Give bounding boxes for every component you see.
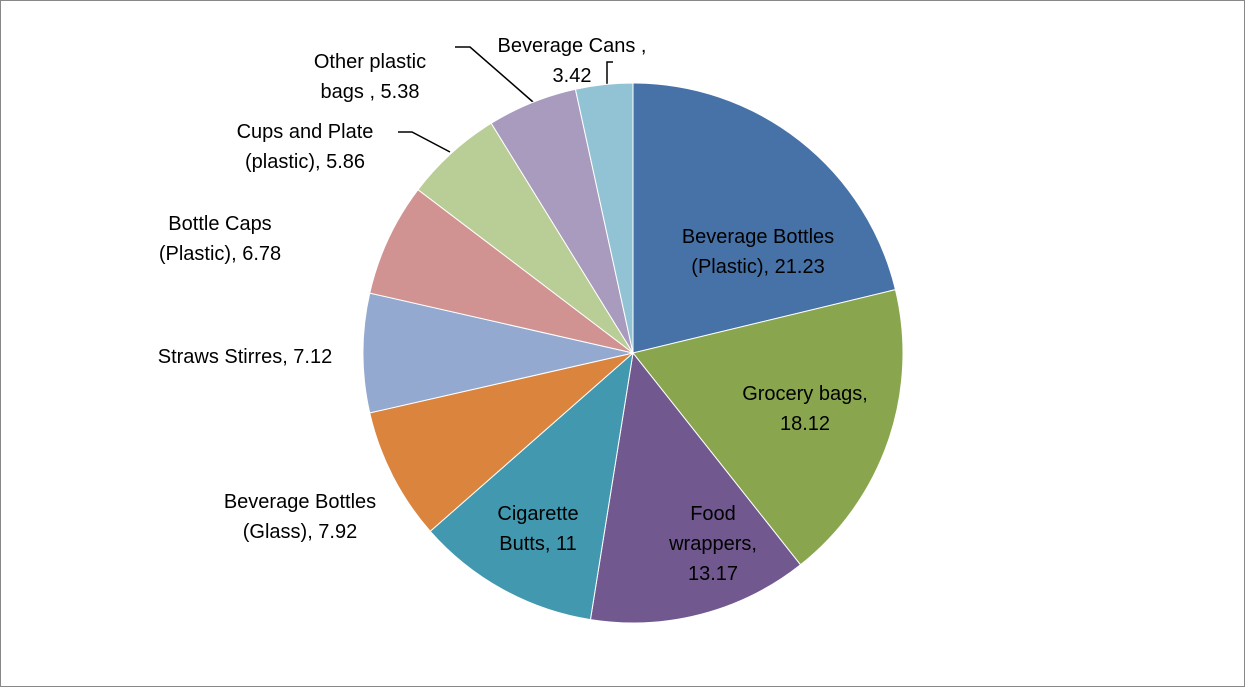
- data-label: Bottle Caps (Plastic), 6.78: [159, 213, 281, 265]
- pie-slice: [632, 289, 904, 566]
- data-label-line: wrappers,: [668, 533, 757, 555]
- pie-slice: [369, 188, 634, 354]
- data-label-line: Beverage Bottles: [224, 491, 376, 513]
- data-label: Beverage Bottles (Glass), 7.92: [224, 491, 376, 543]
- data-label-line: Cigarette: [497, 503, 578, 525]
- pie-slice: [632, 82, 897, 354]
- leader-line: [455, 46, 534, 103]
- pie-slice: [589, 351, 802, 624]
- data-label-line: Butts, 11: [499, 533, 576, 555]
- data-label-line: (Plastic), 6.78: [159, 243, 281, 265]
- pie-slice: [369, 352, 634, 533]
- pie-slice: [362, 292, 634, 414]
- data-label-line: Other plastic: [314, 51, 426, 73]
- data-label-line: Food: [690, 503, 736, 525]
- data-label: Straws Stirres, 7.12: [158, 346, 333, 368]
- data-label-line: 3.42: [553, 65, 592, 87]
- data-label-line: 13.17: [688, 563, 738, 585]
- data-label-line: 18.12: [780, 413, 830, 435]
- data-label-line: Grocery bags,: [742, 383, 868, 405]
- pie-slice: [429, 351, 634, 621]
- data-label-line: Beverage Bottles: [682, 226, 834, 248]
- data-label: Other plastic bags , 5.38: [314, 51, 426, 103]
- data-label-line: Straws Stirres, 7.12: [158, 346, 333, 368]
- leader-line: [606, 61, 613, 92]
- data-label: Cups and Plate (plastic), 5.86: [237, 121, 374, 173]
- data-label-line: Cups and Plate: [237, 121, 374, 143]
- leader-line: [398, 131, 451, 153]
- data-label: Food wrappers, 13.17: [668, 503, 757, 585]
- data-label-line: (plastic), 5.86: [245, 151, 365, 173]
- data-label-line: Bottle Caps: [168, 213, 271, 235]
- data-label-line: bags , 5.38: [321, 81, 420, 103]
- data-label: Beverage Bottles (Plastic), 21.23: [682, 226, 834, 278]
- data-label-line: Beverage Cans ,: [498, 35, 647, 57]
- data-label: Grocery bags, 18.12: [742, 383, 868, 435]
- data-label-line: (Plastic), 21.23: [691, 256, 824, 278]
- data-label: Beverage Cans , 3.42: [498, 35, 647, 87]
- pie-slice: [574, 82, 634, 354]
- data-label: Cigarette Butts, 11: [497, 503, 578, 555]
- data-label-line: (Glass), 7.92: [243, 521, 357, 543]
